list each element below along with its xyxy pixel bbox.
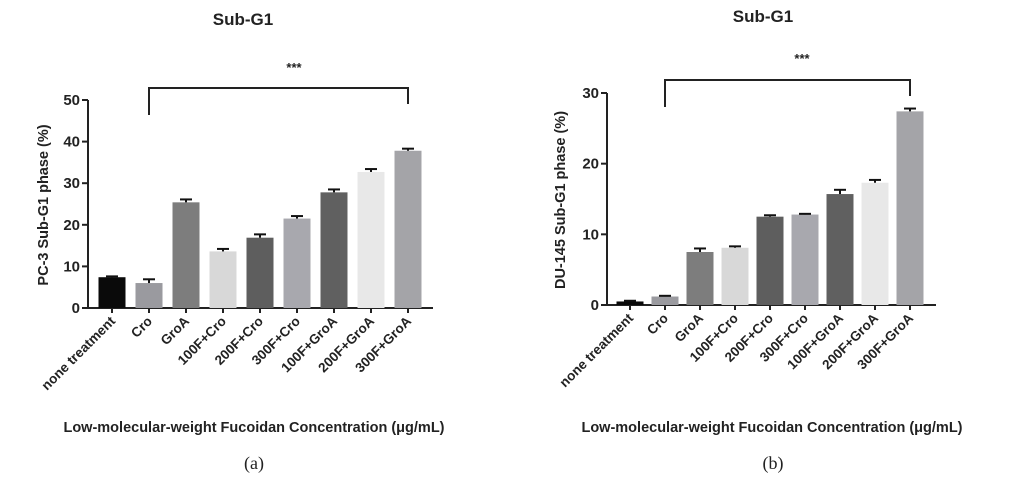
bar <box>721 247 749 305</box>
x-tick-label: Cro <box>644 311 671 338</box>
bar <box>283 218 311 308</box>
bar <box>651 296 679 305</box>
significance-label: *** <box>286 60 302 75</box>
bar <box>861 182 889 305</box>
y-tick-label: 10 <box>63 258 80 275</box>
y-tick-label: 50 <box>63 92 80 109</box>
chart-title: Sub-G1 <box>733 7 793 26</box>
y-axis-label: PC-3 Sub-G1 phase (%) <box>36 124 52 285</box>
bar <box>209 251 237 308</box>
chart-a: Sub-G1 PC-3 Sub-G1 phase (%) Low-molecul… <box>36 10 445 474</box>
panel-label: (b) <box>763 453 784 474</box>
x-tick-label: Cro <box>128 314 155 341</box>
bar <box>686 252 714 305</box>
x-tick-label: none treatment <box>557 310 637 390</box>
x-axis-label: Low-molecular-weight Fucoidan Concentrat… <box>581 420 962 436</box>
panel-label: (a) <box>244 453 264 474</box>
significance-bracket <box>148 87 409 115</box>
significance-label: *** <box>794 51 810 66</box>
bar <box>896 111 924 305</box>
bar <box>791 214 819 305</box>
y-tick-label: 30 <box>63 175 80 192</box>
bar <box>172 202 200 308</box>
y-tick-label: 0 <box>72 300 80 317</box>
bar <box>246 237 274 308</box>
bar <box>98 277 126 308</box>
x-tick-label: none treatment <box>39 313 119 393</box>
chart-b: Sub-G1 DU-145 Sub-G1 phase (%) Low-molec… <box>553 7 963 474</box>
y-tick-label: 30 <box>582 85 599 102</box>
y-tick-label: 0 <box>591 297 599 314</box>
x-axis-label: Low-molecular-weight Fucoidan Concentrat… <box>63 420 444 436</box>
bar <box>357 171 385 308</box>
y-tick-label: 10 <box>582 226 599 243</box>
x-tick-label: GroA <box>158 313 193 348</box>
bar <box>756 216 784 305</box>
bar <box>616 301 644 305</box>
y-axis-label: DU-145 Sub-G1 phase (%) <box>553 111 569 289</box>
significance-bracket <box>664 79 911 107</box>
bar <box>394 150 422 308</box>
y-tick-label: 20 <box>582 156 599 173</box>
y-tick-label: 20 <box>63 217 80 234</box>
chart-title: Sub-G1 <box>213 10 273 29</box>
y-tick-label: 40 <box>63 134 80 151</box>
bar <box>320 192 348 308</box>
bar <box>826 194 854 305</box>
bar <box>135 283 163 308</box>
